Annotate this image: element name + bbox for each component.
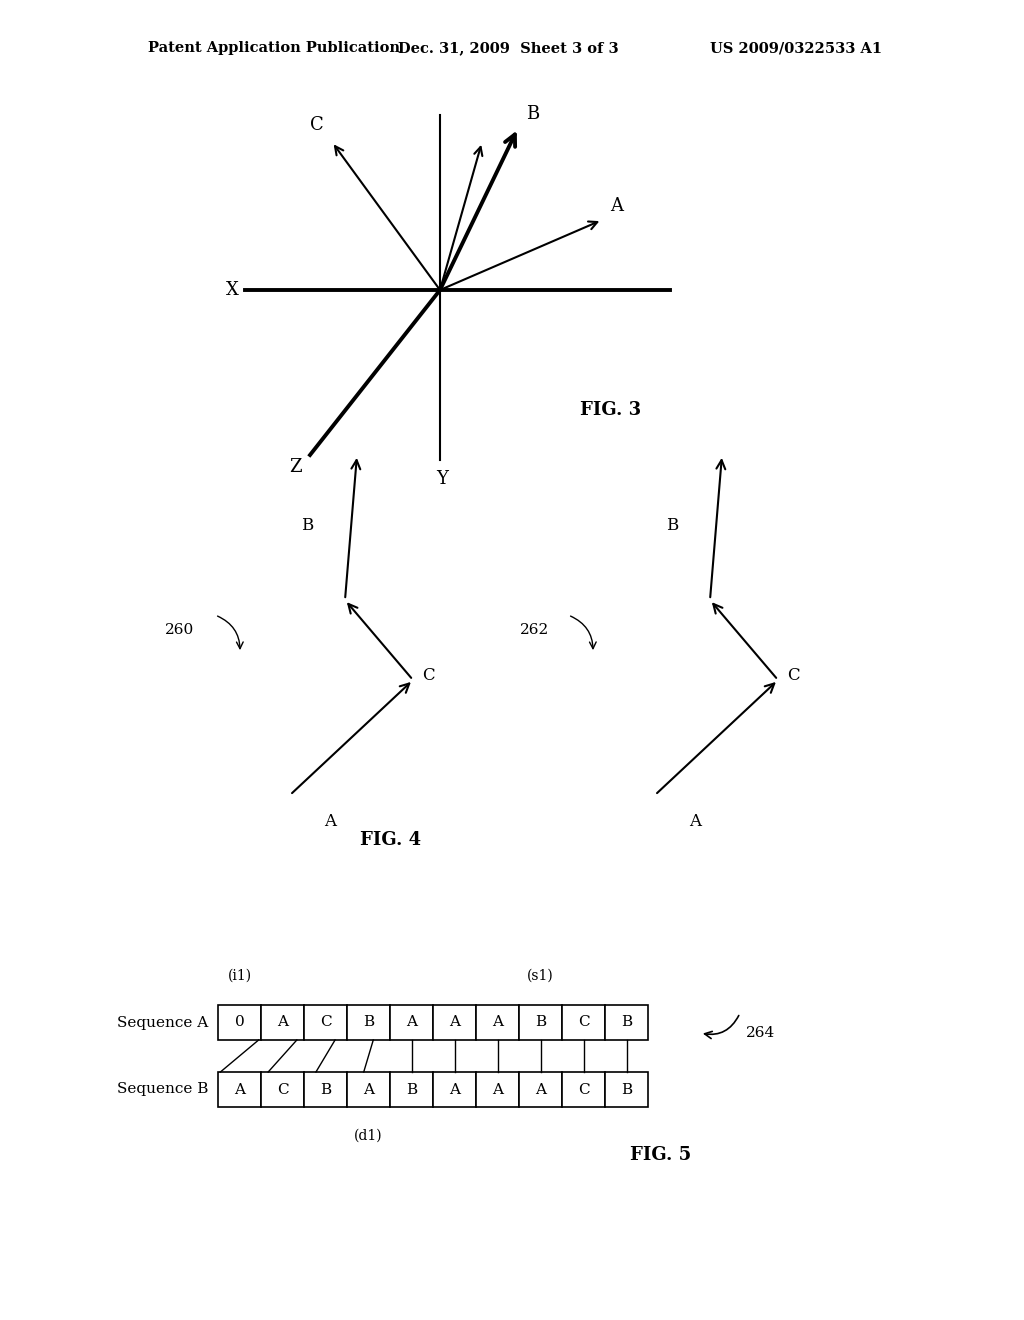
Text: A: A — [234, 1082, 245, 1097]
Text: B: B — [535, 1015, 546, 1030]
Text: (i1): (i1) — [227, 969, 252, 983]
Bar — [261, 1072, 304, 1107]
Text: (s1): (s1) — [527, 969, 554, 983]
Text: Patent Application Publication: Patent Application Publication — [148, 41, 400, 55]
Text: A: A — [492, 1082, 503, 1097]
Bar — [347, 1005, 390, 1040]
Text: A: A — [362, 1082, 374, 1097]
Text: B: B — [319, 1082, 331, 1097]
Text: A: A — [492, 1015, 503, 1030]
Text: Sequence B: Sequence B — [117, 1082, 208, 1097]
Text: A: A — [689, 813, 701, 830]
Text: Z: Z — [290, 458, 302, 477]
Text: B: B — [301, 516, 313, 533]
Text: FIG. 5: FIG. 5 — [630, 1146, 691, 1164]
Text: US 2009/0322533 A1: US 2009/0322533 A1 — [710, 41, 882, 55]
Text: 264: 264 — [746, 1026, 775, 1040]
Bar — [261, 1005, 304, 1040]
Bar — [476, 1005, 519, 1040]
Bar — [562, 1072, 605, 1107]
Text: B: B — [362, 1015, 374, 1030]
Bar — [519, 1005, 562, 1040]
Text: C: C — [578, 1015, 590, 1030]
Text: C: C — [786, 667, 800, 684]
Bar — [304, 1005, 347, 1040]
Text: A: A — [610, 197, 623, 215]
Bar — [390, 1005, 433, 1040]
Bar — [433, 1005, 476, 1040]
Bar — [218, 1005, 261, 1040]
Text: B: B — [621, 1015, 632, 1030]
Text: 260: 260 — [165, 623, 195, 638]
Text: X: X — [225, 281, 239, 300]
Text: 262: 262 — [520, 623, 549, 638]
Bar — [390, 1072, 433, 1107]
Bar — [476, 1072, 519, 1107]
Text: FIG. 4: FIG. 4 — [360, 832, 421, 849]
Bar — [562, 1005, 605, 1040]
Bar — [605, 1072, 648, 1107]
Bar — [347, 1072, 390, 1107]
Text: 0: 0 — [234, 1015, 245, 1030]
Text: Y: Y — [436, 470, 447, 488]
Text: B: B — [666, 516, 678, 533]
Text: C: C — [276, 1082, 289, 1097]
Text: A: A — [406, 1015, 417, 1030]
Bar — [433, 1072, 476, 1107]
Bar — [218, 1072, 261, 1107]
Text: A: A — [449, 1015, 460, 1030]
Bar — [605, 1005, 648, 1040]
Text: FIG. 3: FIG. 3 — [580, 401, 641, 418]
Text: C: C — [310, 116, 324, 135]
Bar — [304, 1072, 347, 1107]
Text: A: A — [278, 1015, 288, 1030]
Text: C: C — [578, 1082, 590, 1097]
Text: Sequence A: Sequence A — [117, 1015, 208, 1030]
Text: Dec. 31, 2009  Sheet 3 of 3: Dec. 31, 2009 Sheet 3 of 3 — [398, 41, 618, 55]
Text: A: A — [535, 1082, 546, 1097]
Text: C: C — [319, 1015, 332, 1030]
Text: B: B — [406, 1082, 417, 1097]
Text: A: A — [449, 1082, 460, 1097]
Text: (d1): (d1) — [354, 1129, 383, 1143]
Bar — [519, 1072, 562, 1107]
Text: A: A — [324, 813, 336, 830]
Text: B: B — [526, 106, 540, 123]
Text: B: B — [621, 1082, 632, 1097]
Text: C: C — [422, 667, 434, 684]
